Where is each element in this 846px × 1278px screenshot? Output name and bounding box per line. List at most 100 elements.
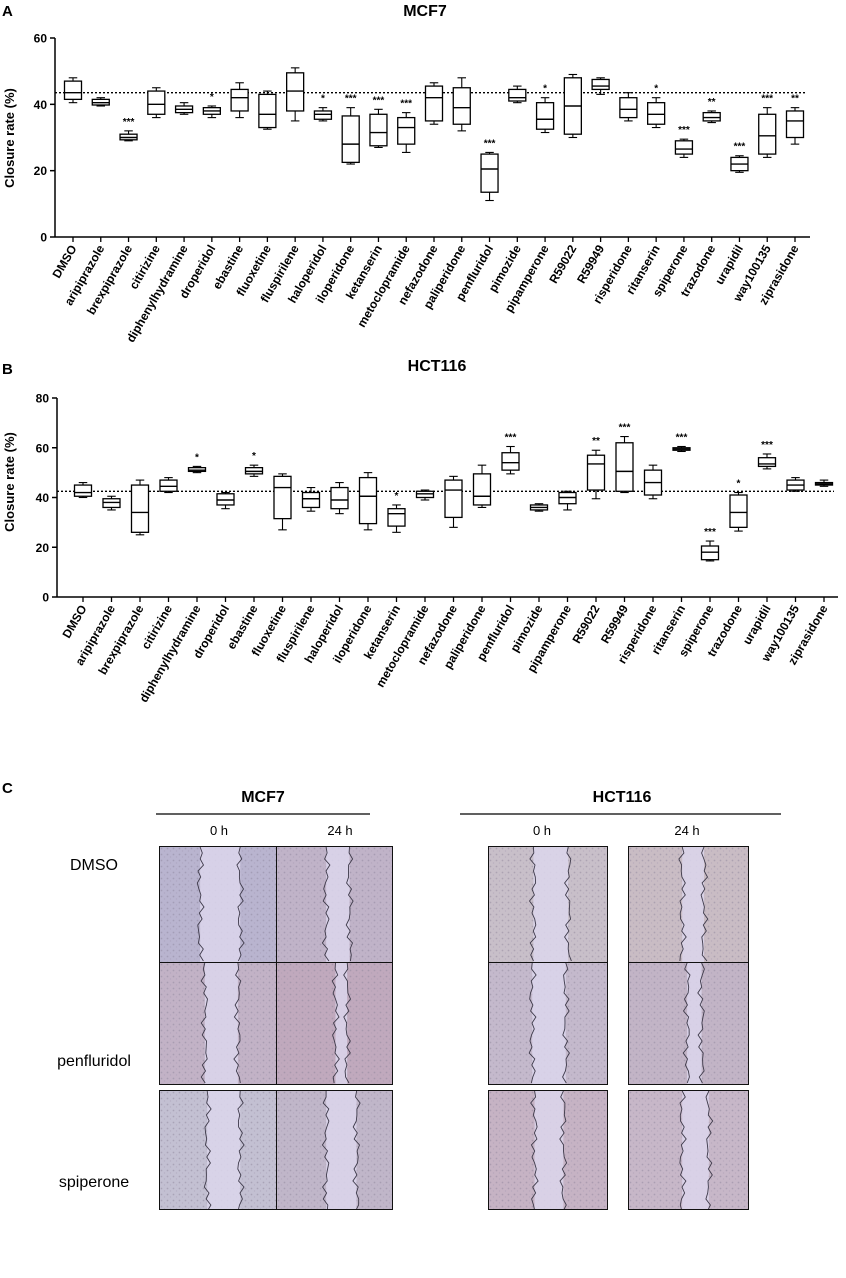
mcf7-box	[313, 110, 333, 120]
mcf7-box	[674, 140, 694, 155]
hct116-box	[757, 457, 777, 468]
mcf7-box	[647, 102, 666, 125]
micrograph-image	[488, 846, 608, 964]
panel-c-row-label: DMSO	[70, 857, 118, 874]
hct116-y-tick-label: 20	[36, 541, 50, 555]
mcf7-box	[258, 93, 277, 129]
mcf7-y-tick-label: 0	[40, 231, 47, 245]
micrograph-image	[159, 962, 277, 1085]
mcf7-y-tick-label: 60	[34, 32, 48, 46]
hct116-box	[387, 508, 406, 527]
panel-a-letter: A	[2, 3, 13, 20]
hct116-y-tick-label: 40	[36, 491, 50, 505]
panel-c-group-title: HCT116	[593, 789, 652, 806]
mcf7-significance: ***	[400, 99, 412, 110]
micrograph-image	[488, 1090, 608, 1210]
hct116-significance: *	[195, 452, 199, 463]
hct116-box	[472, 473, 492, 506]
panel-c-row-label: spiperone	[59, 1174, 129, 1191]
mcf7-significance: *	[210, 92, 214, 103]
hct116-box	[330, 486, 349, 510]
mcf7-significance: *	[321, 94, 325, 105]
hct116-box	[615, 442, 634, 492]
mcf7-box	[147, 90, 166, 115]
hct116-significance: *	[737, 479, 741, 490]
micrograph-image	[276, 846, 393, 964]
panel-c-letter: C	[2, 780, 13, 797]
panel-b-ylabel: Closure rate (%)	[2, 432, 17, 532]
mcf7-box	[480, 153, 499, 193]
mcf7-y-tick-label: 40	[34, 98, 48, 112]
panel-c-timepoint-label: 0 h	[210, 823, 228, 838]
hct116-y-tick-label: 60	[36, 441, 50, 455]
panel-c-group-title: MCF7	[241, 789, 285, 806]
mcf7-box	[369, 113, 388, 147]
hct116-box	[444, 479, 463, 519]
micrograph-image	[276, 1090, 393, 1210]
mcf7-significance: *	[654, 84, 658, 95]
mcf7-box	[286, 72, 305, 112]
panel-c-timepoint-label: 24 h	[674, 823, 699, 838]
hct116-box	[358, 476, 378, 525]
hct116-box	[273, 475, 292, 520]
mcf7-box	[785, 110, 805, 139]
panel-c-row-label: penfluridol	[57, 1053, 131, 1070]
mcf7-box	[452, 87, 471, 125]
hct116-category-label: DMSO	[59, 603, 89, 641]
hct116-y-tick-label: 80	[36, 392, 50, 406]
mcf7-significance: **	[708, 97, 716, 108]
mcf7-box	[702, 111, 721, 122]
hct116-significance: ***	[704, 527, 716, 538]
micrograph-image	[628, 1090, 749, 1210]
panel-c-timepoint-label: 0 h	[533, 823, 551, 838]
hct116-box	[501, 452, 520, 471]
mcf7-significance: ***	[373, 95, 385, 106]
panel-a-ylabel: Closure rate (%)	[2, 88, 17, 188]
hct116-significance: ***	[619, 423, 631, 434]
hct116-significance: *	[252, 451, 256, 462]
mcf7-box	[230, 88, 249, 112]
micrograph-image	[488, 962, 608, 1085]
hct116-box	[729, 494, 748, 529]
hct116-box	[73, 484, 93, 497]
micrograph-image	[628, 962, 749, 1085]
micrograph-image	[628, 846, 749, 964]
panel-c-micrographs: MCF7 0 h 24 h HCT116 0 h 24 h DMSO penfluridol s…	[57, 789, 781, 1191]
panel-b-title: HCT116	[408, 358, 467, 375]
chart-hct116: 020406080DMSOaripiprazolebrexpiprazoleci…	[36, 392, 838, 705]
hct116-box	[301, 491, 321, 509]
hct116-significance: *	[395, 491, 399, 502]
micrograph-image	[159, 1090, 277, 1210]
panel-a-title: MCF7	[403, 3, 447, 20]
mcf7-significance: ***	[345, 94, 357, 105]
mcf7-box	[591, 78, 610, 91]
micrograph-image	[276, 962, 393, 1085]
mcf7-category-label: DMSO	[49, 243, 79, 281]
panel-b-letter: B	[2, 361, 13, 378]
hct116-significance: ***	[676, 433, 688, 444]
mcf7-box	[619, 97, 638, 119]
mcf7-y-tick-label: 20	[34, 164, 48, 178]
mcf7-box	[535, 102, 555, 130]
mcf7-significance: ***	[734, 142, 746, 153]
mcf7-box	[758, 113, 777, 155]
mcf7-box	[63, 80, 83, 101]
hct116-box	[586, 454, 606, 491]
mcf7-box	[341, 115, 360, 164]
mcf7-significance: **	[791, 94, 799, 105]
panel-c-timepoint-label: 24 h	[327, 823, 352, 838]
micrograph-image	[159, 846, 277, 964]
mcf7-significance: ***	[123, 117, 135, 128]
mcf7-significance: ***	[761, 94, 773, 105]
hct116-y-tick-label: 0	[42, 591, 49, 605]
mcf7-box	[424, 85, 444, 122]
hct116-significance: **	[592, 436, 600, 447]
hct116-box	[130, 484, 150, 533]
mcf7-significance: ***	[678, 125, 690, 136]
mcf7-box	[508, 88, 527, 102]
mcf7-significance: ***	[484, 138, 496, 149]
hct116-significance: ***	[505, 433, 517, 444]
mcf7-significance: *	[543, 84, 547, 95]
hct116-significance: ***	[761, 440, 773, 451]
